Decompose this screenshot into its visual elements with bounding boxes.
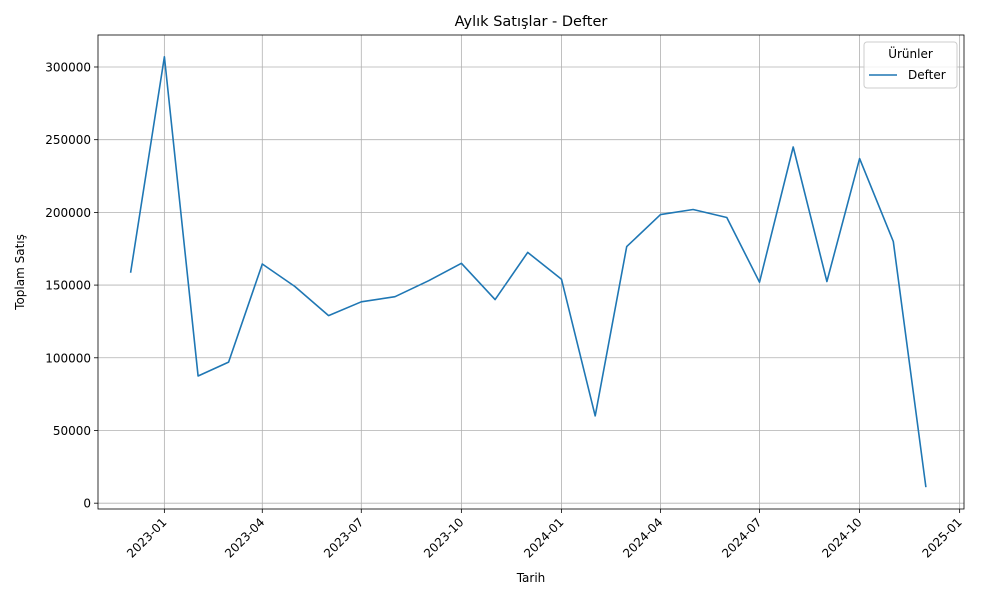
legend: Ürünler Defter (863, 41, 958, 89)
y-tick-label: 100000 (45, 351, 91, 365)
y-tick-label: 300000 (45, 60, 91, 74)
x-axis-title: Tarih (516, 571, 546, 585)
plot-frame (97, 34, 965, 510)
grid (98, 35, 964, 509)
legend-label: Defter (908, 68, 946, 82)
series-layer (129, 55, 927, 488)
y-tick-label: 0 (83, 497, 91, 511)
series-line-defter (129, 55, 927, 488)
chart-title: Aylık Satışlar - Defter (455, 14, 608, 30)
y-tick-label: 250000 (45, 133, 91, 147)
legend-title: Ürünler (888, 45, 933, 61)
y-axis-title: Toplam Satış (13, 234, 27, 311)
y-tick-label: 50000 (53, 424, 91, 438)
y-tick-label: 150000 (45, 279, 91, 293)
y-tick-label: 200000 (45, 206, 91, 220)
y-axis: 0 50000 100000 150000 200000 250000 300000 (45, 60, 98, 511)
legend-box (863, 41, 958, 89)
